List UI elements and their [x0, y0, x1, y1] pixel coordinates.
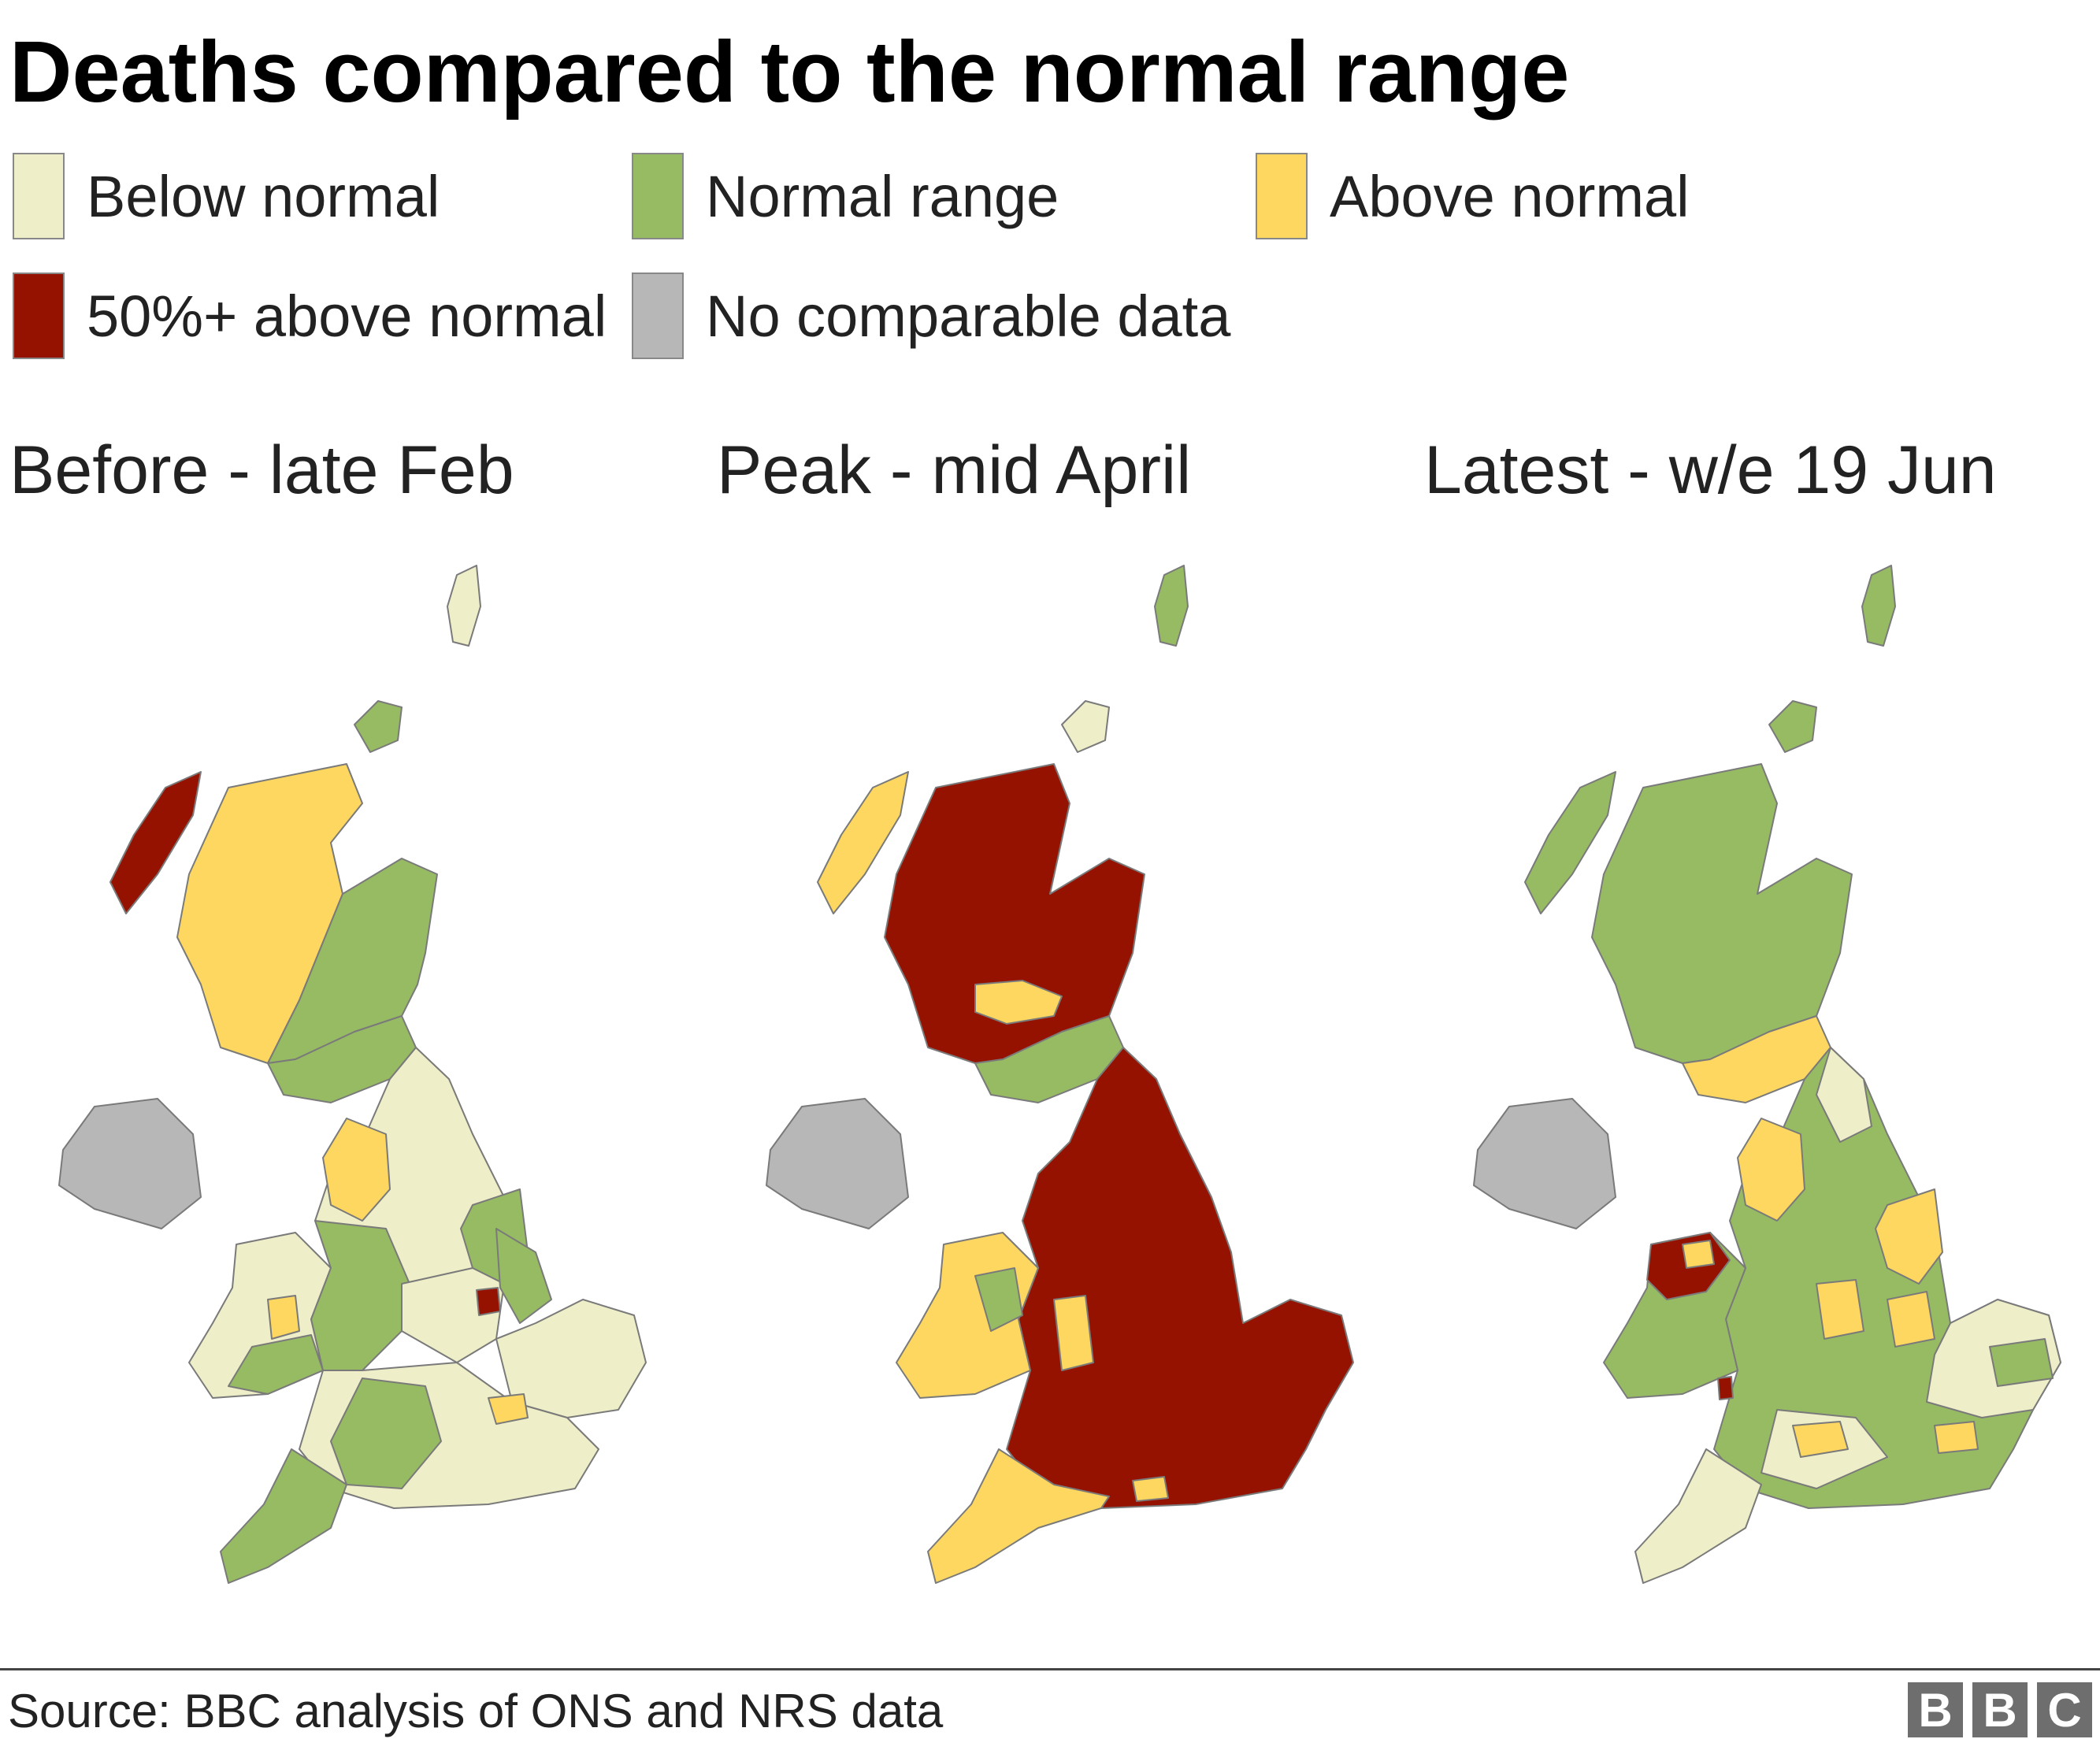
- shetland-normal: [1861, 565, 1896, 647]
- legend-label-no-comparable-data: No comparable data: [706, 283, 1231, 349]
- legend-label-normal-range: Normal range: [706, 163, 1059, 229]
- panel-title-peak: Peak - mid April: [717, 432, 1192, 508]
- map-before-late-feb: [58, 565, 647, 1584]
- panel-title-latest: Latest - w/e 19 Jun: [1424, 432, 1997, 508]
- legend-label-50-above-normal: 50%+ above normal: [87, 283, 607, 349]
- cumbria-above: [1737, 1118, 1805, 1222]
- shetland-normal: [1154, 565, 1189, 647]
- wales-normal-patch: [974, 1267, 1023, 1332]
- east-midlands-above: [1887, 1291, 1935, 1348]
- london-above: [488, 1393, 529, 1425]
- midlands-above: [1816, 1279, 1864, 1340]
- legend-label-above-normal: Above normal: [1330, 163, 1690, 229]
- southeast-above: [1934, 1421, 1979, 1454]
- east-anglia-below: [495, 1299, 647, 1418]
- panel-title-before: Before - late Feb: [9, 432, 514, 508]
- legend-label-below-normal: Below normal: [87, 163, 440, 229]
- central-belt-above: [974, 980, 1063, 1025]
- outer-hebrides-above: [817, 771, 909, 914]
- orkney-below: [1061, 700, 1110, 753]
- southwest-normal: [220, 1448, 347, 1584]
- south-coast-above: [1132, 1476, 1169, 1502]
- legend-swatch-normal-range: [632, 153, 684, 239]
- bbc-logo-letter: C: [2037, 1682, 2092, 1737]
- shetland-below: [447, 565, 481, 647]
- northeast-below: [1816, 1047, 1872, 1143]
- legend-item-below-normal: Below normal: [13, 153, 440, 239]
- outer-hebrides-normal: [1524, 771, 1616, 914]
- southwest-above: [927, 1448, 1110, 1584]
- legend-swatch-above-normal: [1256, 153, 1308, 239]
- legend-item-50-above-normal: 50%+ above normal: [13, 273, 607, 359]
- england-normal: [1713, 1047, 2061, 1509]
- footer-divider: [0, 1668, 2100, 1670]
- chart-title: Deaths compared to the normal range: [9, 24, 1570, 121]
- legend-item-no-comparable-data: No comparable data: [632, 273, 1230, 359]
- midlands-below: [401, 1267, 505, 1363]
- bbc-logo-letter: B: [1908, 1682, 1963, 1737]
- east-anglia-normal-patch: [1989, 1338, 2054, 1387]
- northern-ireland-nodata: [766, 1098, 909, 1229]
- england-peak: [1006, 1047, 1354, 1509]
- orkney-normal: [354, 700, 403, 753]
- legend-swatch-50-above-normal: [13, 273, 65, 359]
- wales-above-patch: [267, 1295, 300, 1340]
- outer-hebrides-peak: [109, 771, 202, 914]
- southwest-below: [1634, 1448, 1762, 1584]
- welsh-border-above: [1053, 1295, 1094, 1371]
- wales-normal-patch: [228, 1334, 324, 1395]
- legend-item-normal-range: Normal range: [632, 153, 1059, 239]
- map-latest-we-19-jun: [1473, 565, 2061, 1584]
- northern-ireland-nodata: [1473, 1098, 1616, 1229]
- south-above: [1792, 1421, 1849, 1458]
- north-wales-above: [1682, 1240, 1715, 1269]
- source-note: Source: BBC analysis of ONS and NRS data: [8, 1685, 944, 1737]
- legend-item-above-normal: Above normal: [1256, 153, 1690, 239]
- lincolnshire-normal: [495, 1228, 552, 1324]
- legend-swatch-no-comparable-data: [632, 273, 684, 359]
- northern-ireland-nodata: [58, 1098, 202, 1229]
- yorkshire-above: [1875, 1188, 1943, 1285]
- midlands-peak-spot: [476, 1287, 501, 1316]
- orkney-normal: [1768, 700, 1817, 753]
- bbc-logo-letter: B: [1972, 1682, 2028, 1737]
- south-normal: [330, 1377, 442, 1489]
- cumbria-above: [322, 1118, 391, 1222]
- map-peak-mid-april: [766, 565, 1354, 1584]
- legend-swatch-below-normal: [13, 153, 65, 239]
- south-wales-peak-spot: [1717, 1376, 1734, 1400]
- bbc-logo: B B C: [1908, 1682, 2092, 1737]
